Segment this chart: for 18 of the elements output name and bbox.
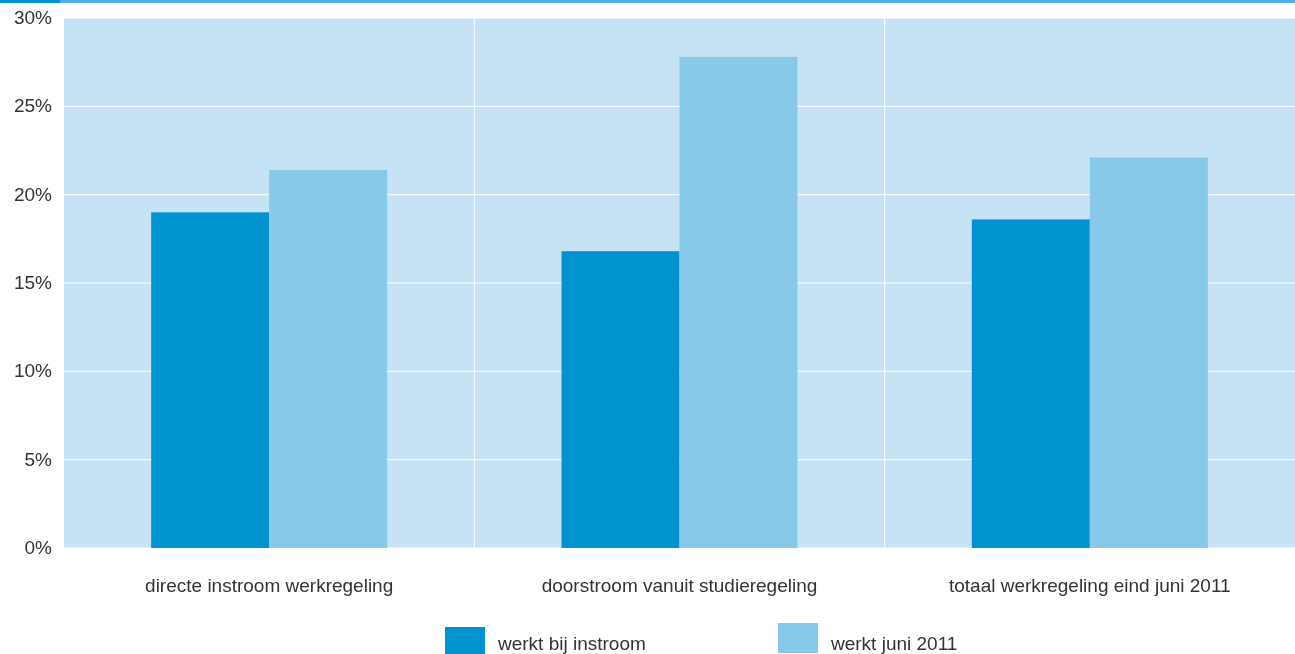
y-tick-label: 0% [24,537,53,558]
x-tick-label: doorstroom vanuit studieregeling [541,575,818,596]
y-tick-label: 10% [13,360,53,382]
bar [269,169,388,548]
bar [151,212,270,548]
y-tick-label: 25% [13,95,53,117]
x-tick-label: directe instroom werkregeling [145,575,394,596]
bar [561,251,680,548]
y-tick-label: 30% [13,7,53,28]
bar [971,219,1090,548]
y-tick-label: 15% [13,272,53,293]
x-tick-label: totaal werkregeling eind juni 2011 [949,575,1231,596]
legend-label: werkt bij instroom [497,633,646,654]
y-tick-label: 20% [13,183,53,205]
bar [679,56,798,548]
y-tick-label: 5% [24,448,53,470]
legend-label: werkt juni 2011 [830,633,958,654]
bar [1089,157,1208,548]
